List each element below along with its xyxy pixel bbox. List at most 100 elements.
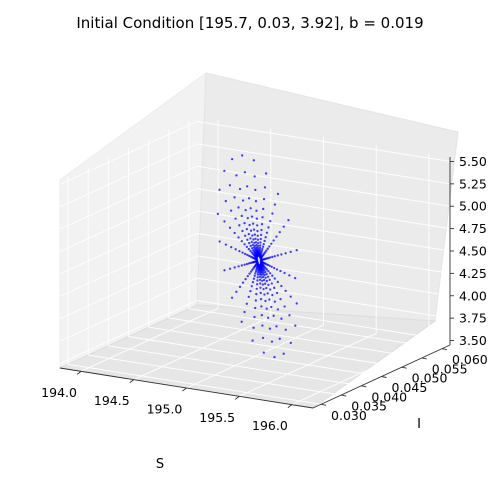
data-point bbox=[233, 266, 236, 269]
data-point bbox=[243, 234, 247, 237]
y-gridline bbox=[148, 326, 402, 368]
data-point bbox=[241, 251, 244, 254]
data-point bbox=[216, 212, 220, 216]
data-point bbox=[262, 287, 265, 291]
data-point bbox=[244, 277, 247, 281]
data-point bbox=[269, 288, 272, 291]
data-point bbox=[261, 283, 264, 286]
data-point bbox=[289, 295, 292, 298]
back-pane bbox=[196, 72, 459, 322]
data-point bbox=[284, 252, 287, 255]
data-point bbox=[269, 272, 272, 275]
data-point bbox=[254, 306, 257, 310]
data-point bbox=[275, 291, 279, 295]
data-point bbox=[263, 239, 266, 243]
data-point bbox=[255, 283, 259, 286]
data-point bbox=[250, 215, 254, 218]
y-gridline bbox=[88, 354, 342, 396]
y-gridline bbox=[128, 336, 382, 377]
data-point bbox=[263, 293, 266, 296]
data-point bbox=[278, 230, 281, 234]
data-point bbox=[233, 231, 236, 235]
data-point bbox=[241, 199, 245, 202]
data-point bbox=[260, 314, 263, 317]
y-tick-mark bbox=[381, 376, 387, 378]
data-point bbox=[266, 247, 269, 250]
data-point bbox=[263, 278, 266, 282]
data-point bbox=[256, 273, 260, 276]
data-point bbox=[262, 351, 265, 354]
data-point bbox=[245, 262, 249, 266]
data-point bbox=[233, 196, 236, 199]
data-point bbox=[247, 247, 250, 251]
data-point bbox=[272, 314, 275, 317]
x-tick-mark bbox=[287, 404, 293, 409]
data-point bbox=[254, 200, 258, 203]
data-point bbox=[245, 245, 249, 249]
y-tick-label: 0.060 bbox=[452, 352, 488, 367]
data-point bbox=[278, 337, 281, 340]
y-gridline bbox=[67, 363, 322, 405]
data-point bbox=[270, 340, 274, 343]
y-tick-label: 0.040 bbox=[371, 389, 407, 404]
data-point bbox=[228, 267, 232, 270]
data-point bbox=[256, 229, 259, 233]
data-point bbox=[265, 279, 269, 283]
z-gridline bbox=[59, 165, 198, 230]
data-point bbox=[245, 302, 248, 305]
data-point bbox=[252, 246, 256, 249]
data-point bbox=[268, 264, 271, 267]
z-gridline bbox=[59, 143, 198, 208]
data-point bbox=[276, 280, 279, 284]
data-point bbox=[272, 266, 276, 270]
x-tick-label: 194.0 bbox=[41, 385, 77, 400]
data-point bbox=[235, 290, 238, 293]
data-point bbox=[273, 255, 276, 258]
data-point bbox=[283, 305, 286, 308]
data-point bbox=[256, 234, 259, 237]
z-gridline bbox=[196, 210, 451, 252]
x-tick-label: 195.5 bbox=[199, 410, 235, 425]
data-point bbox=[256, 279, 259, 282]
data-point bbox=[240, 239, 243, 243]
data-point bbox=[276, 192, 280, 196]
data-point bbox=[252, 228, 256, 231]
chart-title: Initial Condition [195.7, 0.03, 3.92], b… bbox=[76, 14, 423, 32]
data-point bbox=[288, 314, 291, 317]
data-point bbox=[256, 224, 259, 227]
data-point bbox=[237, 236, 240, 239]
data-point bbox=[223, 169, 226, 173]
data-point bbox=[255, 292, 258, 296]
data-point bbox=[262, 207, 265, 211]
z-gridline bbox=[196, 300, 451, 341]
data-point bbox=[244, 252, 247, 256]
data-point bbox=[230, 246, 233, 249]
data-point bbox=[295, 249, 298, 252]
data-point bbox=[260, 223, 264, 226]
data-point bbox=[268, 278, 271, 281]
data-point bbox=[251, 280, 255, 284]
x-tick-label: 195.0 bbox=[147, 402, 183, 417]
data-point bbox=[284, 328, 287, 331]
y-tick-mark bbox=[401, 366, 407, 369]
data-point bbox=[229, 209, 233, 212]
data-point bbox=[250, 247, 254, 250]
data-point bbox=[275, 325, 278, 328]
axes-panes bbox=[58, 71, 459, 409]
data-point bbox=[248, 241, 251, 245]
data-point bbox=[282, 352, 285, 355]
data-point bbox=[247, 233, 250, 236]
z-tick-label: 5.00 bbox=[459, 199, 487, 214]
data-point bbox=[253, 315, 256, 319]
data-point bbox=[246, 275, 249, 278]
y-tick-mark bbox=[320, 403, 327, 406]
data-point bbox=[262, 242, 265, 246]
data-point bbox=[256, 241, 260, 245]
data-point bbox=[253, 175, 256, 178]
data-point bbox=[265, 249, 268, 252]
data-point bbox=[253, 244, 257, 247]
data-point bbox=[238, 224, 241, 227]
data-point bbox=[254, 188, 257, 191]
data-point bbox=[270, 242, 273, 245]
